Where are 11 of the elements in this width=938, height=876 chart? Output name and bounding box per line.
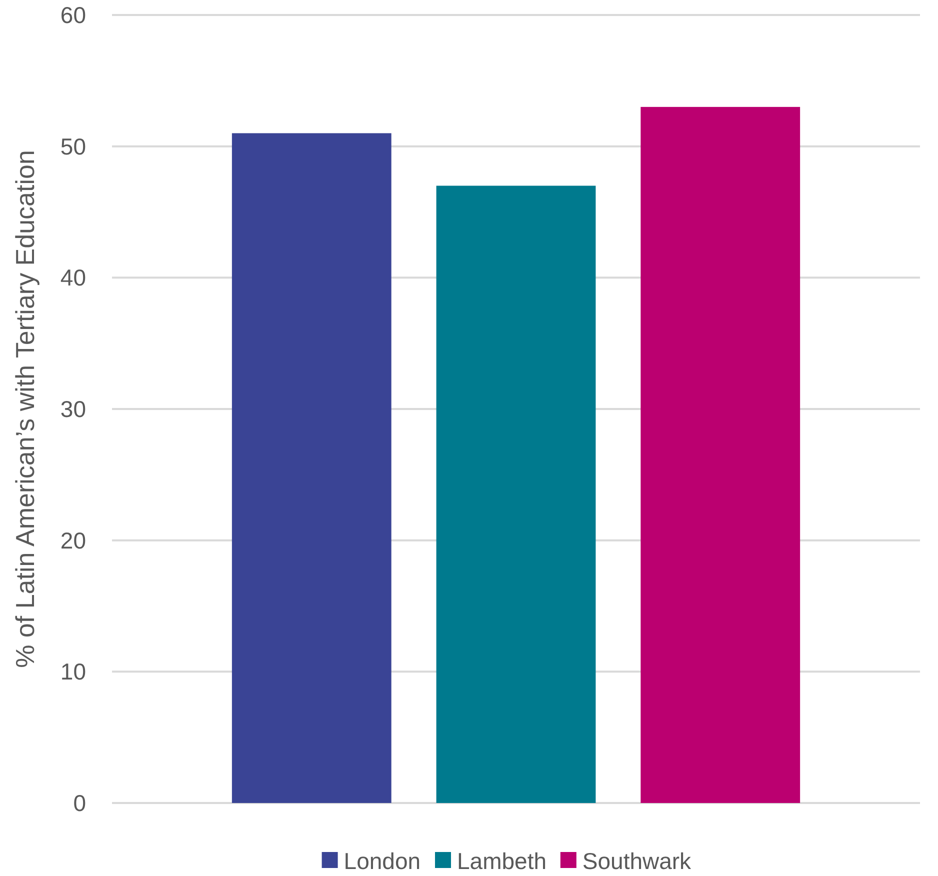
legend-label: Southwark xyxy=(582,848,692,874)
y-tick-label: 20 xyxy=(60,527,86,554)
legend-label: Lambeth xyxy=(457,848,547,874)
y-tick-label: 30 xyxy=(60,396,86,422)
y-tick-label: 60 xyxy=(60,2,86,28)
y-tick-label: 40 xyxy=(60,264,86,291)
y-tick-label: 10 xyxy=(60,658,86,685)
y-axis-title: % of Latin American’s with Tertiary Education xyxy=(10,150,40,668)
legend-label: London xyxy=(344,848,421,874)
y-tick-label: 50 xyxy=(60,133,86,160)
y-tick-label: 0 xyxy=(73,790,86,816)
